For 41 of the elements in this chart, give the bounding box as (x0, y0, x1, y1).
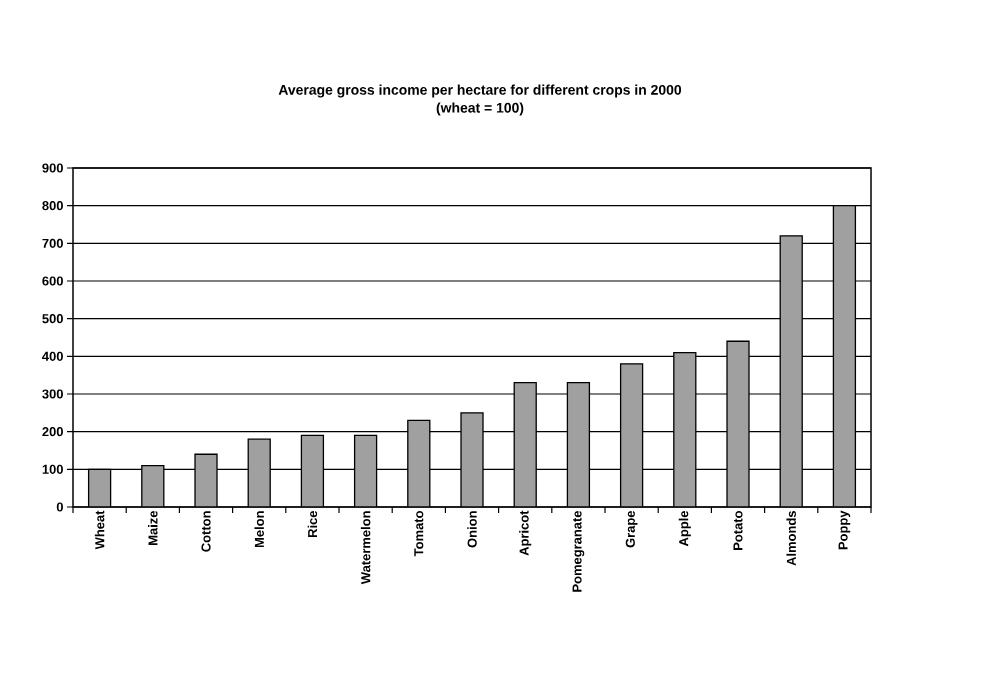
bar (141, 464, 165, 507)
y-tick-label: 300 (42, 389, 63, 399)
x-tick-label: Grape (625, 510, 638, 548)
x-tick-label: Onion (467, 511, 477, 548)
x-tick-label: Wheat (94, 510, 105, 550)
x-tick-label: Poppy (838, 510, 851, 550)
x-tick-label: Melon (254, 511, 264, 548)
bar (87, 468, 112, 507)
y-tick-label: 100 (42, 464, 63, 474)
x-tick-label: Watermelon (360, 511, 371, 585)
bar (353, 434, 378, 507)
x-tick-label: Maize (148, 510, 158, 545)
x-tick-label: Potato (733, 511, 743, 550)
bar (726, 340, 750, 507)
x-tick-label: Pomegranate (572, 510, 585, 592)
y-tick-label: 500 (42, 314, 63, 324)
bar (779, 235, 803, 507)
y-tick-label: 200 (42, 427, 63, 437)
chart-title: Average gross income per hectare for different crops in 2000 (278, 84, 682, 98)
y-tick-label: 900 (42, 163, 63, 173)
x-tick-label: Apple (678, 510, 691, 547)
bar (832, 205, 857, 507)
bar (247, 438, 271, 507)
bar (673, 351, 697, 507)
y-tick-label: 400 (42, 351, 63, 361)
bar (407, 419, 431, 507)
bar (300, 434, 325, 507)
bar (566, 382, 591, 507)
bar (619, 363, 644, 507)
chart-subtitle: (wheat = 100) (436, 102, 524, 116)
x-tick-label: Tomato (414, 511, 424, 557)
y-tick-label: 800 (42, 201, 63, 211)
y-tick-label: 0 (56, 502, 63, 512)
x-tick-label: Apricot (519, 510, 532, 556)
x-tick-label: Cotton (201, 511, 211, 552)
bar (513, 382, 537, 507)
x-tick-label: Rice (307, 510, 318, 537)
bar (460, 412, 484, 507)
x-tick-label: Almonds (786, 511, 796, 566)
y-tick-label: 700 (42, 238, 63, 248)
y-tick-label: 600 (42, 276, 63, 286)
